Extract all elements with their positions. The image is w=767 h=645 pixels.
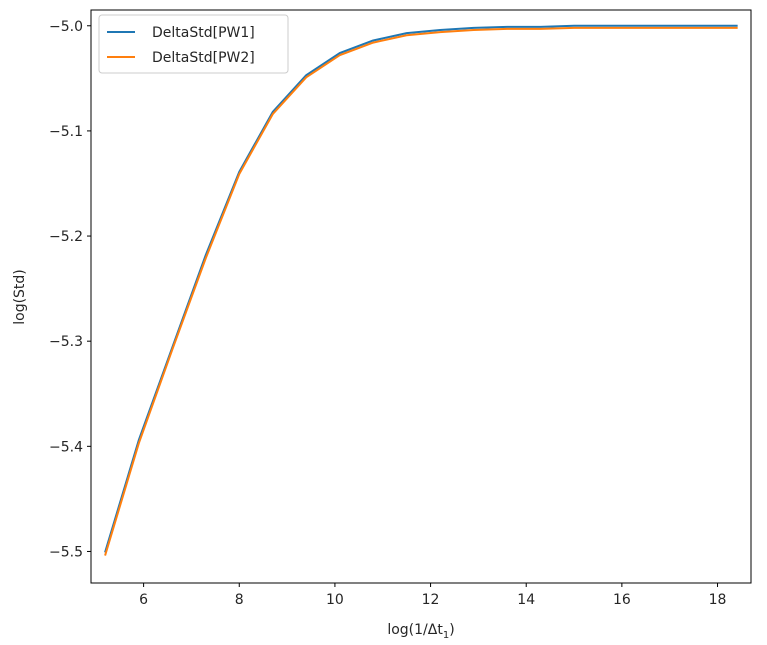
legend-box [98, 14, 289, 74]
x-axis-label: log(1/Δt1) [387, 622, 454, 641]
x-tick-label: 10 [326, 592, 344, 608]
y-tick-label: −5.3 [49, 334, 83, 350]
x-tick-label: 6 [139, 592, 148, 608]
series-line-pw1 [104, 24, 738, 553]
series-lines [104, 24, 738, 556]
legend-label-pw1: DeltaStd[PW1] [152, 25, 255, 41]
y-tick-label: −5.2 [49, 229, 83, 245]
y-tick-label: −5.1 [49, 124, 83, 140]
x-tick-label: 8 [235, 592, 244, 608]
y-axis-ticks: −5.0 −5.1 −5.2 −5.3 −5.4 −5.5 [49, 19, 91, 560]
x-axis-label-subscript: 1 [443, 630, 449, 641]
plot-area [91, 10, 751, 583]
x-tick-label: 16 [613, 592, 631, 608]
x-axis-ticks: 6 8 10 12 14 16 18 [139, 583, 726, 608]
legend: DeltaStd[PW1] DeltaStd[PW2] [98, 14, 289, 74]
plot-frame [90, 9, 752, 584]
y-tick-label: −5.4 [49, 439, 83, 455]
series-line-pw2 [104, 26, 738, 556]
x-axis-label-close: ) [449, 622, 454, 638]
y-tick-label: −5.5 [49, 544, 83, 560]
x-tick-label: 12 [422, 592, 440, 608]
y-tick-label: −5.0 [49, 19, 83, 35]
y-axis-label: log(Std) [12, 269, 28, 325]
x-tick-label: 14 [517, 592, 535, 608]
legend-label-pw2: DeltaStd[PW2] [152, 50, 255, 66]
x-tick-label: 18 [709, 592, 727, 608]
